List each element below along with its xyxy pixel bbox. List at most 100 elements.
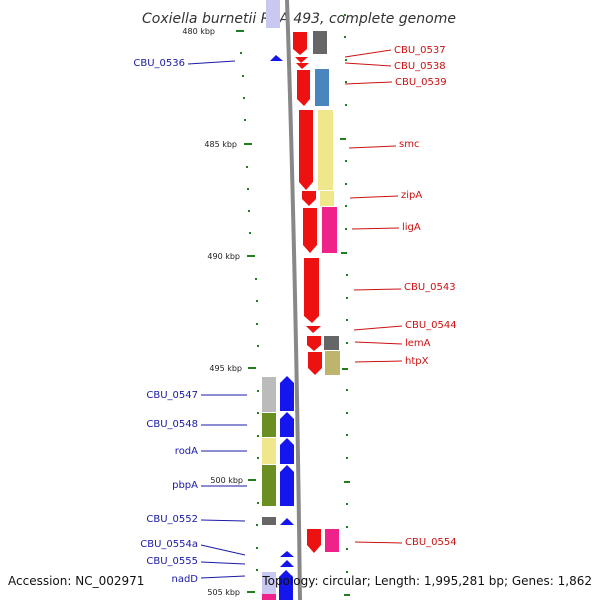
- gene-label-CBU_0537[interactable]: CBU_0537: [394, 45, 446, 56]
- right-tick: [345, 160, 347, 162]
- leader-line: [344, 81, 393, 85]
- gene-label-CBU_0536[interactable]: CBU_0536: [133, 58, 185, 69]
- gene-label-rodA[interactable]: rodA: [175, 446, 198, 457]
- gene-arrow-CBU_0537: [293, 32, 307, 55]
- gene-arrow-CBU_0536: [270, 55, 283, 61]
- gene-label-pbpA[interactable]: pbpA: [172, 480, 198, 491]
- right-tick: [346, 389, 348, 391]
- leader-line: [354, 541, 403, 544]
- minor-tick: [257, 502, 259, 504]
- right-tick: [346, 503, 348, 505]
- minor-tick: [255, 278, 257, 280]
- right-tick: [346, 412, 348, 414]
- right-tick: [345, 205, 347, 207]
- minor-tick: [256, 547, 258, 549]
- cog-block-ligA: [322, 207, 337, 253]
- major-tick-500: [248, 479, 256, 481]
- gene-label-CBU_0539[interactable]: CBU_0539: [395, 77, 447, 88]
- gene-label-CBU_0552[interactable]: CBU_0552: [146, 514, 198, 525]
- minor-tick: [257, 435, 259, 437]
- cog-block-smc: [318, 110, 333, 190]
- backbone-line: [285, 0, 302, 600]
- tick-label-480: 480 kbp: [182, 27, 215, 36]
- gene-arrow-CBU_0554a: [280, 551, 294, 557]
- gene-label-CBU_0544[interactable]: CBU_0544: [405, 320, 457, 331]
- left-labels: CBU_0536 CBU_0547 CBU_0548 rodA pbpA CBU…: [133, 58, 247, 585]
- leader-line: [354, 360, 403, 363]
- right-labels: CBU_0537 CBU_0538 CBU_0539 smc zipA ligA…: [344, 45, 457, 548]
- major-tick-485: [244, 143, 252, 145]
- right-tick: [346, 297, 348, 299]
- gene-label-CBU_0543[interactable]: CBU_0543: [404, 282, 456, 293]
- minor-tick: [249, 232, 251, 234]
- minor-tick: [257, 390, 259, 392]
- gene-arrow-CBU_0538: [295, 57, 308, 63]
- major-tick-480: [236, 30, 244, 32]
- gene-label-zipA[interactable]: zipA: [401, 190, 422, 201]
- scale-ticks: [236, 14, 350, 596]
- major-tick-495: [248, 367, 256, 369]
- gene-label-lemA[interactable]: lemA: [405, 338, 431, 349]
- cog-block-nadD-light: [262, 572, 276, 594]
- gene-arrow-CBU_0547: [280, 376, 294, 411]
- gene-arrow-rodA: [280, 438, 294, 464]
- gene-arrow-CBU_0555: [280, 560, 294, 567]
- leader-line: [349, 195, 399, 199]
- tick-label-495: 495 kbp: [209, 364, 242, 373]
- gene-label-ligA[interactable]: ligA: [402, 222, 421, 233]
- cog-block-CBU_0547: [262, 377, 276, 412]
- gene-arrow-CBU_0544: [306, 326, 321, 333]
- minor-tick: [257, 345, 259, 347]
- forward-genes: [293, 32, 322, 553]
- cog-block-zipA: [320, 191, 334, 206]
- gene-block-top: [266, 0, 280, 28]
- gene-arrow-CBU_0554: [307, 529, 321, 553]
- right-tick: [345, 81, 347, 83]
- gene-arrow-pbpA: [280, 465, 294, 506]
- genome-summary-text: Topology: circular; Length: 1,995,281 bp…: [261, 574, 592, 588]
- gene-arrow-lemA: [307, 336, 321, 351]
- scale-labels: 480 kbp 485 kbp 490 kbp 495 kbp 500 kbp …: [182, 27, 243, 597]
- cog-block-CBU_0539: [315, 69, 329, 106]
- leader-line: [353, 288, 402, 291]
- accession-text: Accession: NC_002971: [8, 574, 144, 588]
- right-tick: [345, 228, 347, 230]
- right-tick: [344, 594, 350, 596]
- right-tick: [346, 434, 348, 436]
- major-tick-505: [247, 591, 255, 593]
- gene-label-htpX[interactable]: htpX: [405, 356, 429, 367]
- minor-tick: [248, 210, 250, 212]
- reverse-genes: [270, 55, 294, 600]
- cog-block-nadD: [262, 594, 276, 600]
- right-tick: [345, 183, 347, 185]
- leader-line: [187, 60, 236, 65]
- leader-line: [344, 62, 392, 67]
- minor-tick: [247, 188, 249, 190]
- minor-tick: [243, 97, 245, 99]
- cog-block-CBU_0552: [262, 517, 276, 525]
- gene-label-nadD[interactable]: nadD: [171, 574, 198, 585]
- leader-line: [200, 561, 246, 565]
- reverse-cog-blocks: [262, 377, 276, 600]
- cog-block-lemA: [324, 336, 339, 350]
- gene-label-CBU_0554[interactable]: CBU_0554: [405, 537, 457, 548]
- right-tick: [346, 526, 348, 528]
- cog-block-pbpA: [262, 465, 276, 506]
- minor-tick: [257, 412, 259, 414]
- gene-label-CBU_0554a[interactable]: CBU_0554a: [140, 539, 198, 550]
- minor-tick: [244, 119, 246, 121]
- gene-label-CBU_0548[interactable]: CBU_0548: [146, 419, 198, 430]
- gene-label-CBU_0538[interactable]: CBU_0538: [394, 61, 446, 72]
- gene-label-CBU_0555[interactable]: CBU_0555: [146, 556, 198, 567]
- gene-arrow-nadD: [279, 570, 293, 600]
- cog-block-htpX: [325, 351, 340, 375]
- tick-label-505: 505 kbp: [207, 588, 240, 597]
- gene-label-smc[interactable]: smc: [399, 139, 419, 150]
- gene-label-CBU_0547[interactable]: CBU_0547: [146, 390, 198, 401]
- cog-block-rodA: [262, 438, 276, 464]
- tick-label-500: 500 kbp: [210, 476, 243, 485]
- right-tick: [342, 368, 348, 370]
- forward-cog-blocks: [313, 31, 340, 552]
- tick-label-490: 490 kbp: [207, 252, 240, 261]
